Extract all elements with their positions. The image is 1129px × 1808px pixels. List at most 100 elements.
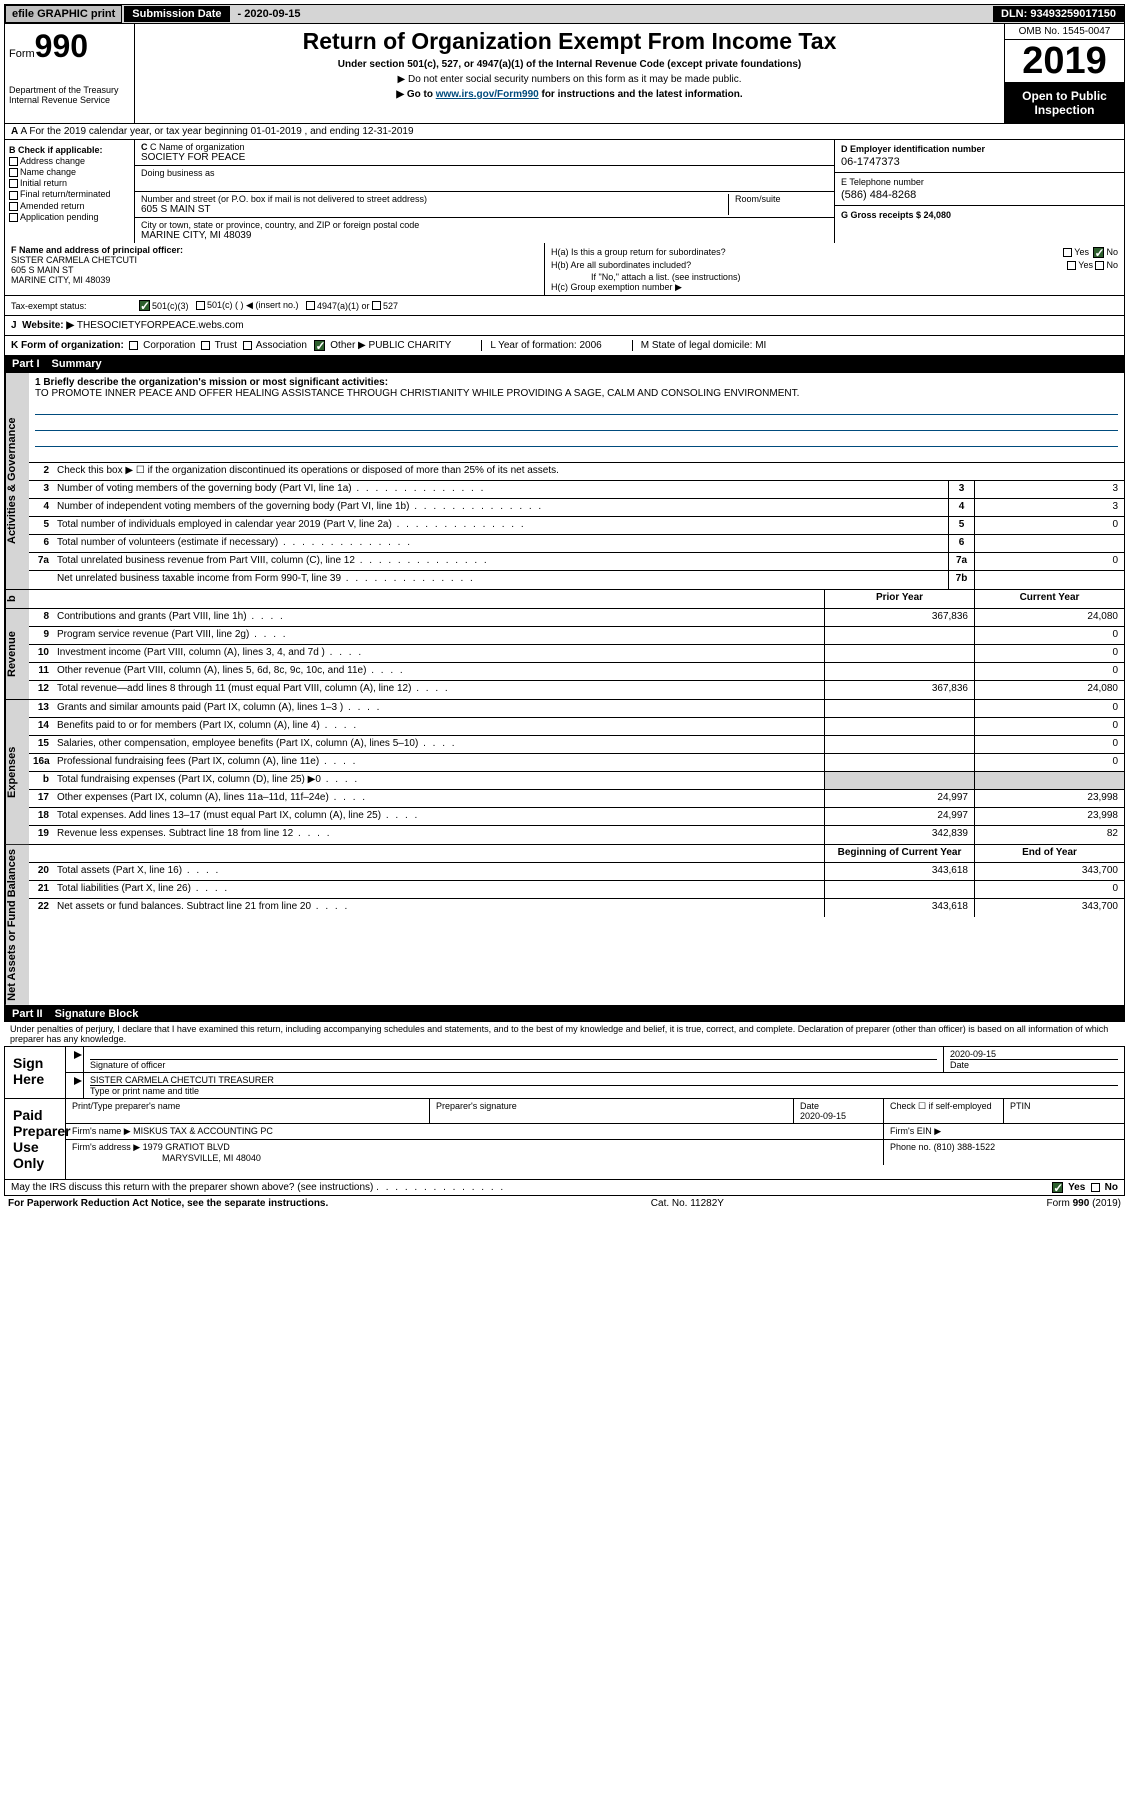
- exp-16a: Professional fundraising fees (Part IX, …: [53, 754, 824, 771]
- exp-14: Benefits paid to or for members (Part IX…: [53, 718, 824, 735]
- exp-13-cy: 0: [974, 700, 1124, 717]
- exp-18: Total expenses. Add lines 13–17 (must eq…: [53, 808, 824, 825]
- rev-9-py: [824, 627, 974, 644]
- h-b: H(b) Are all subordinates included?: [551, 260, 691, 270]
- year-formation: L Year of formation: 2006: [481, 340, 601, 351]
- paid-preparer-label: Paid Preparer Use Only: [5, 1099, 65, 1179]
- officer-sig-name: SISTER CARMELA CHETCUTI TREASURER: [90, 1075, 1118, 1085]
- chk-initial-return[interactable]: [9, 179, 18, 188]
- efile-print-button[interactable]: efile GRAPHIC print: [5, 5, 122, 23]
- mission-question: 1 Briefly describe the organization's mi…: [35, 377, 388, 388]
- col-boy: Beginning of Current Year: [824, 845, 974, 862]
- net-20-eoy: 343,700: [974, 863, 1124, 880]
- row-a-tax-year: A A For the 2019 calendar year, or tax y…: [4, 124, 1125, 140]
- line-2: Check this box ▶ ☐ if the organization d…: [53, 463, 1124, 480]
- chk-application-pending[interactable]: [9, 213, 18, 222]
- line-4: Number of independent voting members of …: [53, 499, 948, 516]
- chk-discuss-yes[interactable]: [1052, 1182, 1063, 1193]
- exp-b-py: [824, 772, 974, 789]
- website-label: Website: ▶: [22, 320, 74, 331]
- chk-other[interactable]: [314, 340, 325, 351]
- firm-name-label: Firm's name ▶: [72, 1126, 131, 1136]
- line-6: Total number of volunteers (estimate if …: [53, 535, 948, 552]
- exp-17: Other expenses (Part IX, column (A), lin…: [53, 790, 824, 807]
- dln: DLN: 93493259017150: [993, 6, 1124, 22]
- preparer-name-label: Print/Type preparer's name: [66, 1099, 430, 1123]
- submission-label: Submission Date: [124, 6, 229, 22]
- addr-label: Number and street (or P.O. box if mail i…: [141, 194, 728, 204]
- open-to-public: Open to Public Inspection: [1005, 83, 1124, 123]
- col-eoy: End of Year: [974, 845, 1124, 862]
- chk-ha-yes[interactable]: [1063, 248, 1072, 257]
- phone-label: E Telephone number: [841, 177, 1118, 187]
- perjury-declaration: Under penalties of perjury, I declare th…: [4, 1022, 1125, 1046]
- street-address: 605 S MAIN ST: [141, 204, 728, 215]
- exp-18-cy: 23,998: [974, 808, 1124, 825]
- rev-11: Other revenue (Part VIII, column (A), li…: [53, 663, 824, 680]
- exp-19-cy: 82: [974, 826, 1124, 844]
- exp-15-py: [824, 736, 974, 753]
- net-22-eoy: 343,700: [974, 899, 1124, 917]
- cat-no: Cat. No. 11282Y: [651, 1198, 724, 1209]
- rev-11-cy: 0: [974, 663, 1124, 680]
- department: Department of the Treasury Internal Reve…: [9, 85, 130, 105]
- section-b-checkboxes: B Check if applicable: Address change Na…: [5, 140, 135, 243]
- net-20: Total assets (Part X, line 16): [53, 863, 824, 880]
- chk-final-return[interactable]: [9, 191, 18, 200]
- val-7a: 0: [974, 553, 1124, 570]
- j-label: J: [11, 320, 17, 331]
- chk-name-change[interactable]: [9, 168, 18, 177]
- ein: 06-1747373: [841, 156, 1118, 168]
- net-20-boy: 343,618: [824, 863, 974, 880]
- paperwork-notice: For Paperwork Reduction Act Notice, see …: [8, 1198, 328, 1209]
- rev-8-cy: 24,080: [974, 609, 1124, 626]
- chk-amended[interactable]: [9, 202, 18, 211]
- irs-link[interactable]: www.irs.gov/Form990: [436, 89, 539, 100]
- chk-501c3[interactable]: [139, 300, 150, 311]
- rev-8: Contributions and grants (Part VIII, lin…: [53, 609, 824, 626]
- other-value: PUBLIC CHARITY: [369, 340, 452, 351]
- line-3: Number of voting members of the governin…: [53, 481, 948, 498]
- chk-discuss-no[interactable]: [1091, 1183, 1100, 1192]
- phone: (586) 484-8268: [841, 189, 1118, 201]
- exp-15: Salaries, other compensation, employee b…: [53, 736, 824, 753]
- org-name: SOCIETY FOR PEACE: [141, 152, 828, 163]
- arrow-icon: [74, 1051, 82, 1059]
- rev-11-py: [824, 663, 974, 680]
- org-name-label: C C Name of organization: [141, 142, 828, 152]
- state-domicile: M State of legal domicile: MI: [632, 340, 767, 351]
- chk-hb-no[interactable]: [1095, 261, 1104, 270]
- chk-assoc[interactable]: [243, 341, 252, 350]
- exp-18-py: 24,997: [824, 808, 974, 825]
- officer-label: F Name and address of principal officer:: [11, 245, 538, 255]
- col-current-year: Current Year: [974, 590, 1124, 608]
- tax-year: 2019: [1005, 40, 1124, 83]
- city-state-zip: MARINE CITY, MI 48039: [141, 230, 828, 241]
- net-21: Total liabilities (Part X, line 26): [53, 881, 824, 898]
- website-url: THESOCIETYFORPEACE.webs.com: [77, 320, 244, 331]
- type-name-label: Type or print name and title: [90, 1085, 1118, 1096]
- rev-12: Total revenue—add lines 8 through 11 (mu…: [53, 681, 824, 699]
- date-label: Date: [950, 1059, 1118, 1070]
- chk-address-change[interactable]: [9, 157, 18, 166]
- h-a: H(a) Is this a group return for subordin…: [551, 247, 726, 258]
- chk-hb-yes[interactable]: [1067, 261, 1076, 270]
- line-7a: Total unrelated business revenue from Pa…: [53, 553, 948, 570]
- firm-addr2: MARYSVILLE, MI 48040: [162, 1153, 261, 1163]
- chk-trust[interactable]: [201, 341, 210, 350]
- rev-8-py: 367,836: [824, 609, 974, 626]
- exp-b: Total fundraising expenses (Part IX, col…: [53, 772, 824, 789]
- chk-4947[interactable]: [306, 301, 315, 310]
- side-activities: Activities & Governance: [5, 373, 29, 589]
- form-header: Form990 Department of the Treasury Inter…: [4, 24, 1125, 124]
- exp-b-cy: [974, 772, 1124, 789]
- chk-ha-no[interactable]: [1093, 247, 1104, 258]
- chk-501c[interactable]: [196, 301, 205, 310]
- firm-addr1: 1979 GRATIOT BLVD: [143, 1142, 230, 1152]
- chk-527[interactable]: [372, 301, 381, 310]
- chk-corp[interactable]: [129, 341, 138, 350]
- ssn-note: ▶ Do not enter social security numbers o…: [143, 74, 996, 85]
- discuss-question: May the IRS discuss this return with the…: [11, 1182, 373, 1193]
- exp-17-py: 24,997: [824, 790, 974, 807]
- exp-19: Revenue less expenses. Subtract line 18 …: [53, 826, 824, 844]
